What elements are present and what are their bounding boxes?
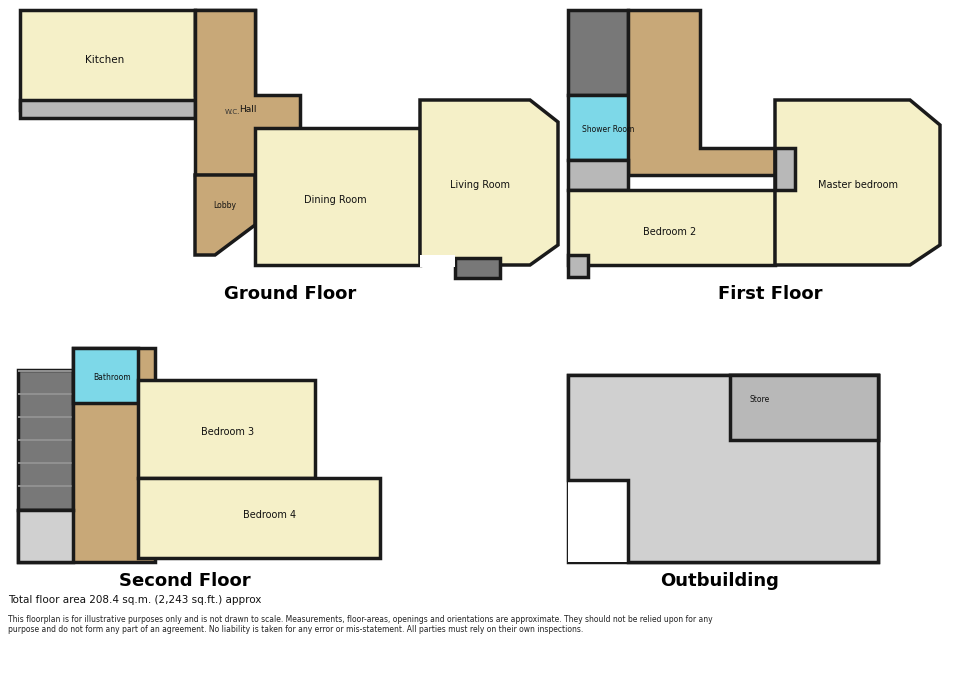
Polygon shape — [195, 175, 255, 255]
Text: Dining Room: Dining Room — [304, 195, 367, 205]
Text: Master bedroom: Master bedroom — [818, 180, 898, 190]
Bar — [73, 348, 138, 403]
Polygon shape — [18, 348, 155, 562]
Text: Bedroom 2: Bedroom 2 — [644, 227, 697, 237]
Polygon shape — [568, 375, 878, 562]
Bar — [18, 393, 73, 395]
Text: This floorplan is for illustrative purposes only and is not drawn to scale. Meas: This floorplan is for illustrative purpo… — [8, 615, 712, 634]
Bar — [455, 258, 500, 278]
Bar — [568, 95, 640, 160]
Bar — [18, 370, 73, 372]
Bar — [420, 255, 455, 267]
Polygon shape — [568, 190, 775, 265]
Bar — [18, 485, 73, 487]
Bar — [568, 160, 628, 190]
Bar — [195, 10, 255, 95]
Bar — [568, 255, 588, 277]
Text: Second Floor: Second Floor — [120, 572, 251, 590]
Polygon shape — [255, 128, 420, 265]
Bar — [730, 375, 878, 440]
Text: Living Room: Living Room — [450, 180, 510, 190]
Text: Ground Floor: Ground Floor — [223, 285, 356, 303]
Bar — [18, 439, 73, 441]
Bar — [568, 10, 628, 95]
Text: Total floor area 208.4 sq.m. (2,243 sq.ft.) approx: Total floor area 208.4 sq.m. (2,243 sq.f… — [8, 595, 262, 605]
Polygon shape — [775, 100, 940, 265]
Polygon shape — [138, 478, 380, 558]
Bar — [775, 148, 795, 190]
Bar — [20, 10, 195, 110]
Text: Shower Room: Shower Room — [582, 125, 634, 135]
Text: Bedroom 3: Bedroom 3 — [202, 427, 255, 437]
Bar — [730, 375, 878, 440]
Text: Hall: Hall — [239, 106, 257, 115]
Text: Outbuilding: Outbuilding — [661, 572, 779, 590]
Text: Bedroom 4: Bedroom 4 — [243, 510, 297, 520]
Polygon shape — [568, 480, 628, 562]
Bar — [18, 462, 73, 464]
Text: First Floor: First Floor — [717, 285, 822, 303]
Text: Bathroom: Bathroom — [93, 373, 130, 383]
Bar — [18, 416, 73, 418]
Polygon shape — [568, 375, 878, 562]
Polygon shape — [628, 10, 775, 175]
Bar — [210, 95, 255, 127]
Polygon shape — [138, 380, 315, 478]
Bar — [20, 100, 195, 118]
Bar — [18, 510, 73, 562]
Polygon shape — [195, 10, 300, 175]
Bar — [18, 370, 73, 510]
Text: Store: Store — [750, 396, 770, 404]
Polygon shape — [420, 100, 558, 265]
Text: Kitchen: Kitchen — [85, 55, 124, 65]
Text: W.C.: W.C. — [224, 109, 240, 115]
Text: Lobby: Lobby — [214, 200, 236, 210]
